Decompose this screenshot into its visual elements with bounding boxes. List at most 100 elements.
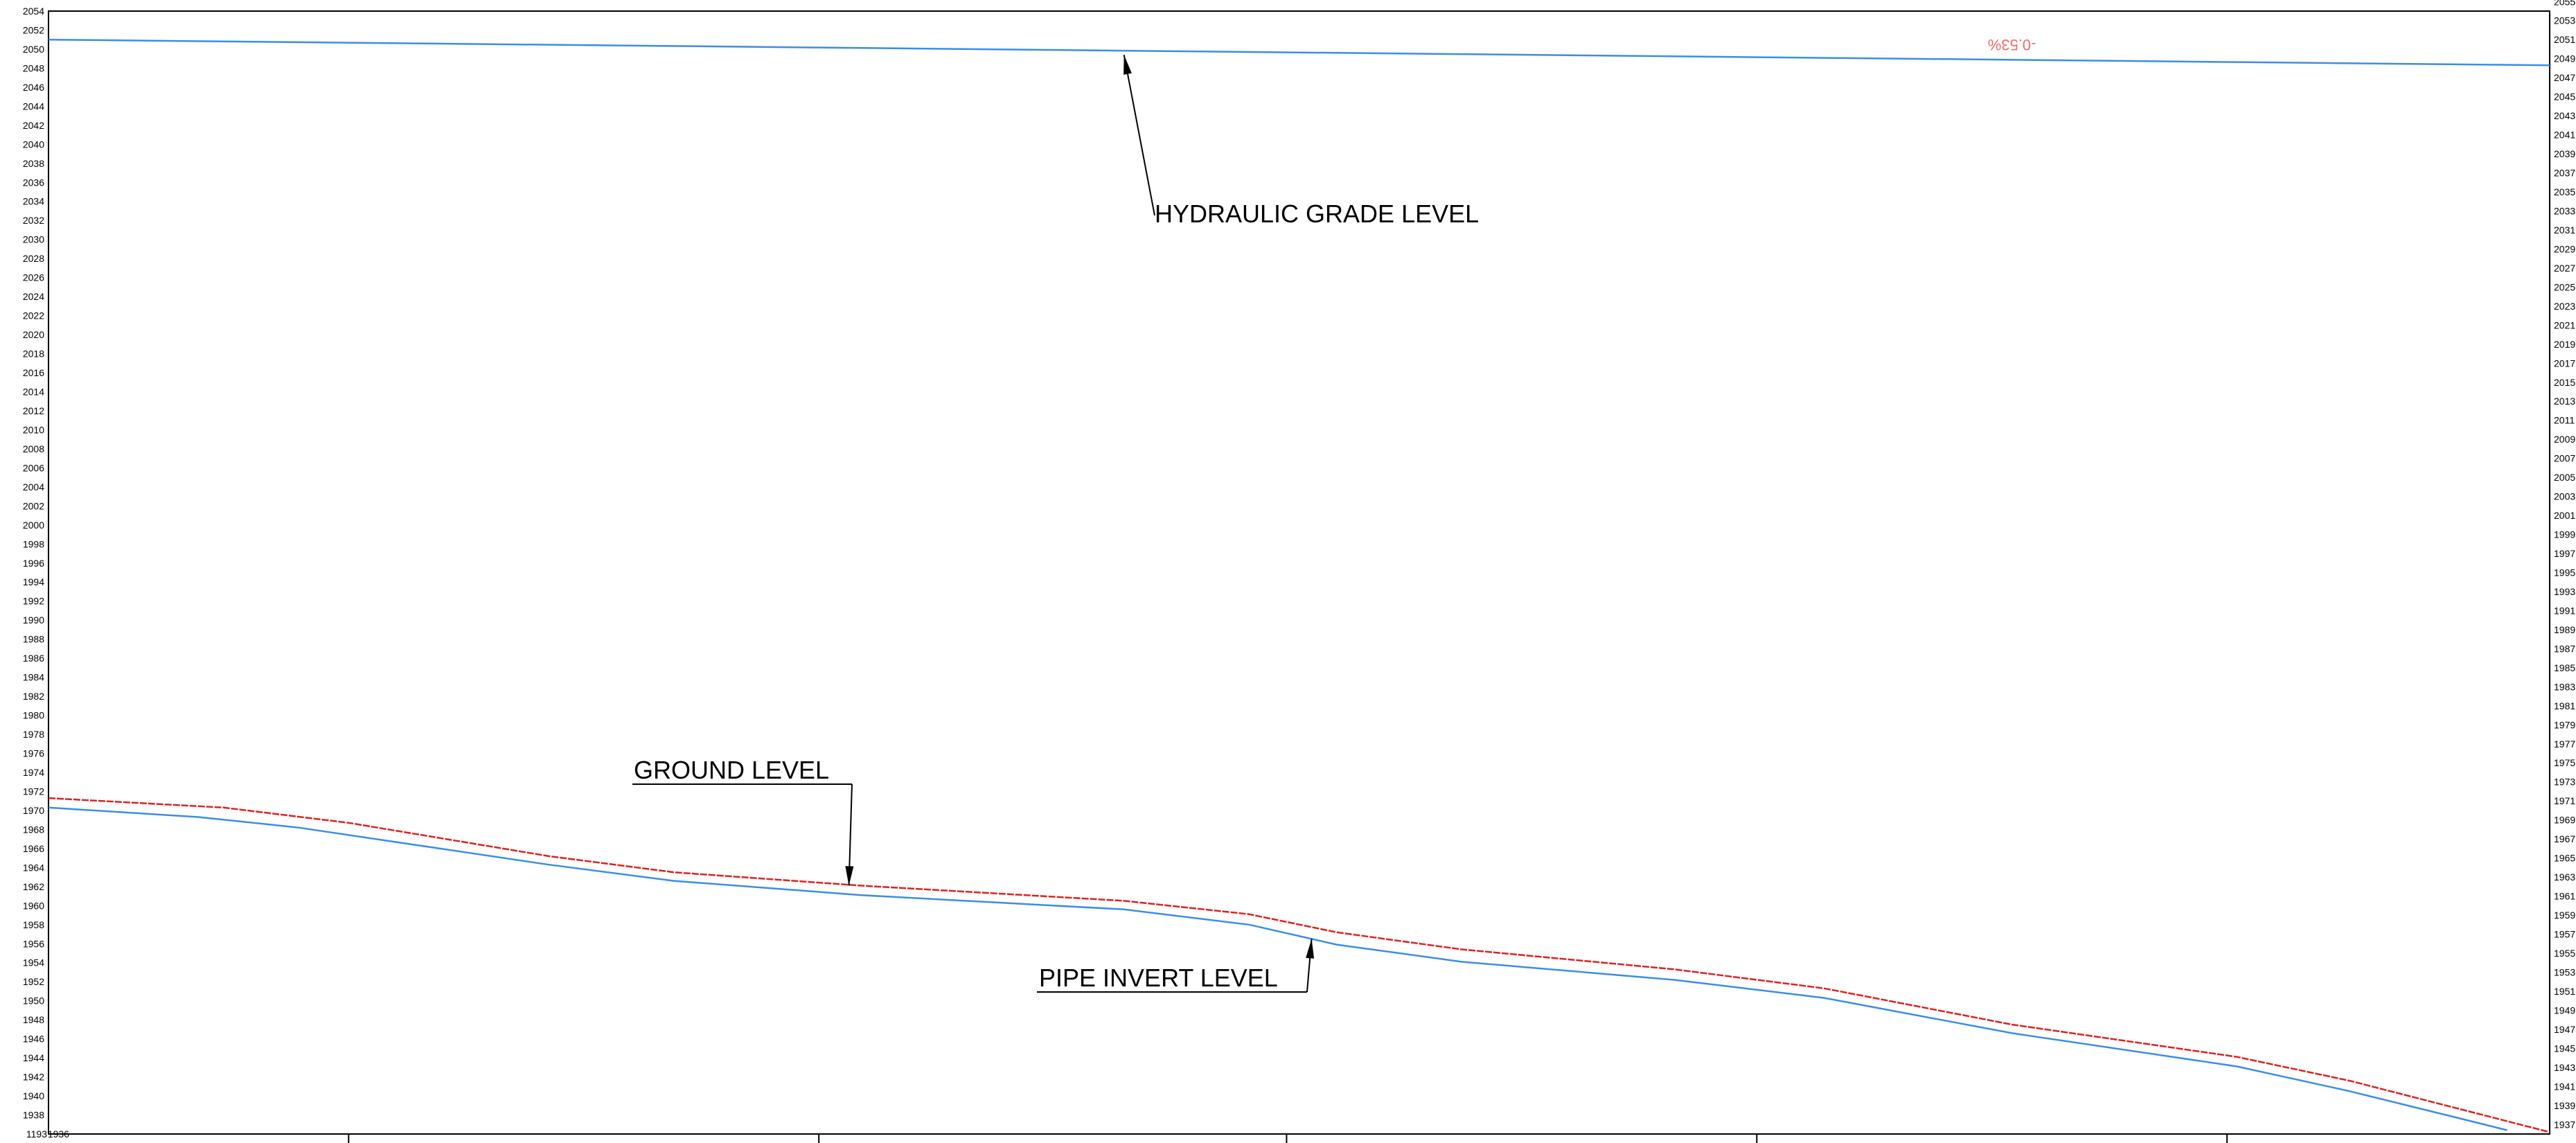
left-tick-label: 1942 [23, 1072, 44, 1083]
left-tick-label: 2018 [23, 348, 44, 360]
right-tick-label: 2047 [2554, 72, 2575, 83]
right-tick-label: 1941 [2554, 1081, 2575, 1092]
left-tick-label: 2010 [23, 424, 44, 435]
right-tick-label: 2013 [2554, 396, 2575, 407]
right-tick-label: 1971 [2554, 795, 2575, 806]
left-tick-label: 1992 [23, 596, 44, 607]
left-tick-label: 1970 [23, 805, 44, 816]
hydraulic-grade-level-leader-line [1123, 55, 1155, 216]
right-tick-label: 1951 [2554, 986, 2575, 997]
right-tick-label: 1945 [2554, 1043, 2575, 1054]
right-tick-label: 2051 [2554, 34, 2575, 45]
left-tick-label: 1988 [23, 634, 44, 645]
left-tick-label: 2016 [23, 367, 44, 378]
left-tick-label: 2012 [23, 405, 44, 416]
left-tick-label: 2024 [23, 291, 44, 302]
plot-frame [48, 10, 2550, 1135]
right-tick-label: 1961 [2554, 891, 2575, 902]
right-tick-label: 1957 [2554, 929, 2575, 940]
left-tick-label: 1966 [23, 843, 44, 854]
right-tick-label: 1999 [2554, 529, 2575, 540]
right-tick-label: 1959 [2554, 910, 2575, 921]
right-tick-label: 1965 [2554, 853, 2575, 864]
pipe-invert-level-annotation: PIPE INVERT LEVEL [1039, 964, 1278, 992]
right-tick-label: 2009 [2554, 434, 2575, 445]
left-tick-label: 2030 [23, 234, 44, 245]
right-tick-label: 2023 [2554, 301, 2575, 312]
right-tick-label: 2031 [2554, 224, 2575, 236]
right-tick-label: 2055 [2554, 0, 2575, 7]
right-tick-label: 1979 [2554, 719, 2575, 730]
left-tick-label: 2052 [23, 24, 44, 35]
right-tick-label: 2017 [2554, 357, 2575, 369]
right-tick-label: 2027 [2554, 263, 2575, 274]
left-tick-label: 2042 [23, 120, 44, 131]
left-tick-label: 1958 [23, 919, 44, 930]
left-tick-label: 1978 [23, 729, 44, 740]
left-tick-label: 1950 [23, 995, 44, 1007]
left-tick-label: 2006 [23, 462, 44, 473]
left-tick-label: 2000 [23, 520, 44, 531]
right-tick-label: 2053 [2554, 15, 2575, 26]
right-tick-label: 1997 [2554, 548, 2575, 559]
left-tick-label: 1968 [23, 824, 44, 835]
right-tick-label: 2043 [2554, 110, 2575, 121]
left-tick-label: 1956 [23, 938, 44, 949]
left-tick-label: 1960 [23, 900, 44, 911]
right-tick-label: 1983 [2554, 681, 2575, 692]
left-tick-label: 2004 [23, 481, 44, 493]
left-tick-label: 1946 [23, 1034, 44, 1045]
right-tick-label: 1943 [2554, 1062, 2575, 1073]
left-tick-label: 1994 [23, 576, 44, 587]
right-tick-label: 2035 [2554, 186, 2575, 197]
right-tick-label: 1955 [2554, 948, 2575, 959]
right-tick-label: 1947 [2554, 1024, 2575, 1035]
left-tick-label: 1990 [23, 614, 44, 626]
right-tick-label: 1993 [2554, 586, 2575, 597]
left-tick-label: 2020 [23, 329, 44, 340]
right-tick-label: 1987 [2554, 643, 2575, 654]
right-tick-label: 2021 [2554, 319, 2575, 330]
left-tick-label: 2022 [23, 310, 44, 321]
left-tick-label: 2046 [23, 82, 44, 93]
left-tick-label: 1982 [23, 691, 44, 702]
hydraulic-grade-level-annotation: HYDRAULIC GRADE LEVEL [1155, 200, 1479, 228]
left-tick-label: 2036 [23, 177, 44, 188]
right-tick-label: 1973 [2554, 777, 2575, 788]
left-tick-label: 1972 [23, 786, 44, 797]
right-tick-label: 1969 [2554, 815, 2575, 826]
ground-level-line [48, 797, 2550, 1133]
annotation-layer: HYDRAULIC GRADE LEVEL GROUND LEVEL PIPE IN… [632, 55, 1479, 993]
left-tick-label: 2008 [23, 443, 44, 454]
left-tick-label: 1976 [23, 748, 44, 759]
left-axis-ticks: 1938 1940 1942 1944 1946 1948 1950 1952 1954 1956… [23, 6, 69, 1140]
right-tick-label: 1985 [2554, 662, 2575, 673]
right-tick-label: 2011 [2554, 415, 2575, 426]
left-tick-label: 2002 [23, 500, 44, 511]
left-tick-label: 2026 [23, 272, 44, 283]
right-tick-label: 2025 [2554, 281, 2575, 292]
right-tick-label: 1963 [2554, 871, 2575, 883]
right-tick-label: 2029 [2554, 243, 2575, 254]
left-tick-label: 2054 [23, 6, 44, 17]
left-tick-label: 2032 [23, 215, 44, 226]
right-tick-label: 2041 [2554, 130, 2575, 141]
left-tick-label: 1962 [23, 881, 44, 892]
hydraulic-grade-level-line [48, 38, 2550, 67]
left-tick-label: 2040 [23, 139, 44, 150]
right-tick-label: 1975 [2554, 757, 2575, 768]
right-tick-label: 2005 [2554, 472, 2575, 483]
left-tick-label: 2050 [23, 44, 44, 55]
series-layer [48, 38, 2550, 1133]
right-tick-label: 1949 [2554, 1004, 2575, 1016]
left-tick-label: 2034 [23, 196, 44, 207]
grade-percent-label: -0.53% [1988, 36, 2036, 53]
right-tick-label: 2037 [2554, 168, 2575, 179]
left-tick-label: 1954 [23, 957, 44, 968]
right-tick-label: 1991 [2554, 605, 2575, 616]
right-tick-label: 2039 [2554, 148, 2575, 159]
right-tick-label: 1995 [2554, 567, 2575, 578]
x-tick-marks [348, 1134, 2228, 1143]
right-tick-label: 2019 [2554, 339, 2575, 350]
